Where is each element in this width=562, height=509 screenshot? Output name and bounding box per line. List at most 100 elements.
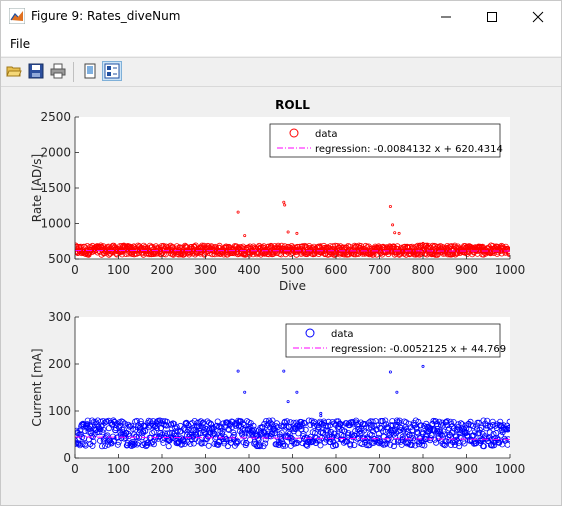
open-button[interactable]: [4, 61, 24, 81]
data-point: [393, 231, 397, 235]
data-point: [480, 417, 487, 424]
data-point: [433, 439, 440, 446]
close-button[interactable]: [515, 1, 561, 32]
data-point: [408, 441, 415, 448]
y-tick-label: 100: [48, 404, 71, 418]
data-point: [388, 205, 392, 209]
y-tick-label: 300: [48, 310, 71, 324]
data-point: [181, 438, 188, 445]
menu-file[interactable]: File: [10, 37, 31, 51]
data-point: [205, 442, 212, 449]
data-point: [99, 443, 106, 450]
data-point: [279, 423, 286, 430]
data-point: [295, 390, 299, 394]
data-point: [496, 439, 503, 446]
data-point: [425, 242, 429, 246]
x-tick-label: 0: [71, 462, 79, 476]
data-point: [131, 440, 138, 447]
dock-figure-icon: [84, 63, 96, 79]
regression-line: [75, 436, 510, 440]
data-point: [89, 417, 96, 424]
data-point: [452, 251, 459, 258]
data-point: [325, 427, 332, 434]
legend-label-regression: regression: -0.0052125 x + 44.769: [331, 344, 506, 355]
data-point: [299, 421, 306, 428]
data-point: [436, 418, 443, 425]
legend-box: [269, 123, 501, 158]
data-point: [158, 250, 165, 257]
data-point: [506, 418, 510, 425]
data-point: [143, 443, 150, 450]
property-editor-icon: [104, 63, 120, 79]
data-point: [119, 426, 126, 433]
data-point: [198, 440, 205, 447]
data-point: [450, 425, 457, 432]
x-tick-label: 1000: [495, 462, 526, 476]
data-point: [195, 423, 202, 430]
maximize-button[interactable]: [469, 1, 515, 32]
data-point: [461, 440, 468, 447]
data-point: [150, 441, 157, 448]
data-point: [377, 424, 384, 431]
data-point: [319, 414, 323, 418]
data-point: [234, 438, 241, 445]
print-button[interactable]: [48, 61, 68, 81]
data-point: [102, 442, 109, 449]
data-point: [137, 418, 144, 425]
data-point: [118, 418, 125, 425]
x-tick-label: 900: [455, 263, 478, 277]
window-title: Figure 9: Rates_diveNum: [31, 9, 181, 23]
data-point: [278, 422, 285, 429]
data-point: [421, 442, 428, 449]
x-tick-label: 200: [151, 263, 174, 277]
data-point: [485, 437, 492, 444]
property-editor-button[interactable]: [102, 61, 122, 81]
data-point: [349, 418, 356, 425]
minimize-button[interactable]: [423, 1, 469, 32]
dock-figure-button[interactable]: [80, 61, 100, 81]
data-point: [490, 430, 497, 437]
data-point: [187, 421, 194, 428]
data-point: [285, 429, 292, 436]
data-point: [375, 430, 382, 437]
x-tick-label: 700: [368, 462, 391, 476]
data-point: [88, 430, 95, 437]
data-point: [431, 436, 438, 443]
data-point: [126, 432, 133, 439]
data-point: [286, 400, 290, 404]
y-tick-label: 2500: [40, 110, 71, 124]
x-tick-label: 600: [325, 462, 348, 476]
data-point: [365, 425, 372, 432]
x-tick-label: 1000: [495, 263, 526, 277]
data-point: [406, 431, 413, 438]
data-point: [215, 441, 222, 448]
data-point: [105, 425, 112, 432]
legend-label-data: data: [331, 329, 354, 340]
axes-1: 0 100 200 300 400 500 600 700 800 900 1000 500 1000 1…: [30, 98, 525, 293]
save-button[interactable]: [26, 61, 46, 81]
print-icon: [50, 63, 66, 79]
data-point: [325, 418, 332, 425]
data-point: [196, 419, 203, 426]
data-point: [181, 440, 188, 447]
data-point: [351, 442, 358, 449]
data-point: [337, 421, 344, 428]
data-point: [129, 440, 136, 447]
data-point: [427, 435, 434, 442]
data-point: [506, 424, 510, 431]
data-point: [387, 428, 394, 435]
y-tick-label: 1000: [40, 217, 71, 231]
title-bar[interactable]: Figure 9: Rates_diveNum: [1, 1, 561, 32]
data-point: [256, 443, 263, 450]
data-point: [444, 418, 451, 425]
data-point: [402, 439, 409, 446]
data-point: [382, 417, 389, 424]
data-point: [75, 440, 79, 447]
data-point: [467, 418, 474, 425]
data-point: [90, 438, 97, 445]
close-icon: [532, 11, 544, 22]
data-point: [504, 426, 510, 433]
data-point: [270, 423, 277, 430]
data-point: [90, 418, 97, 425]
